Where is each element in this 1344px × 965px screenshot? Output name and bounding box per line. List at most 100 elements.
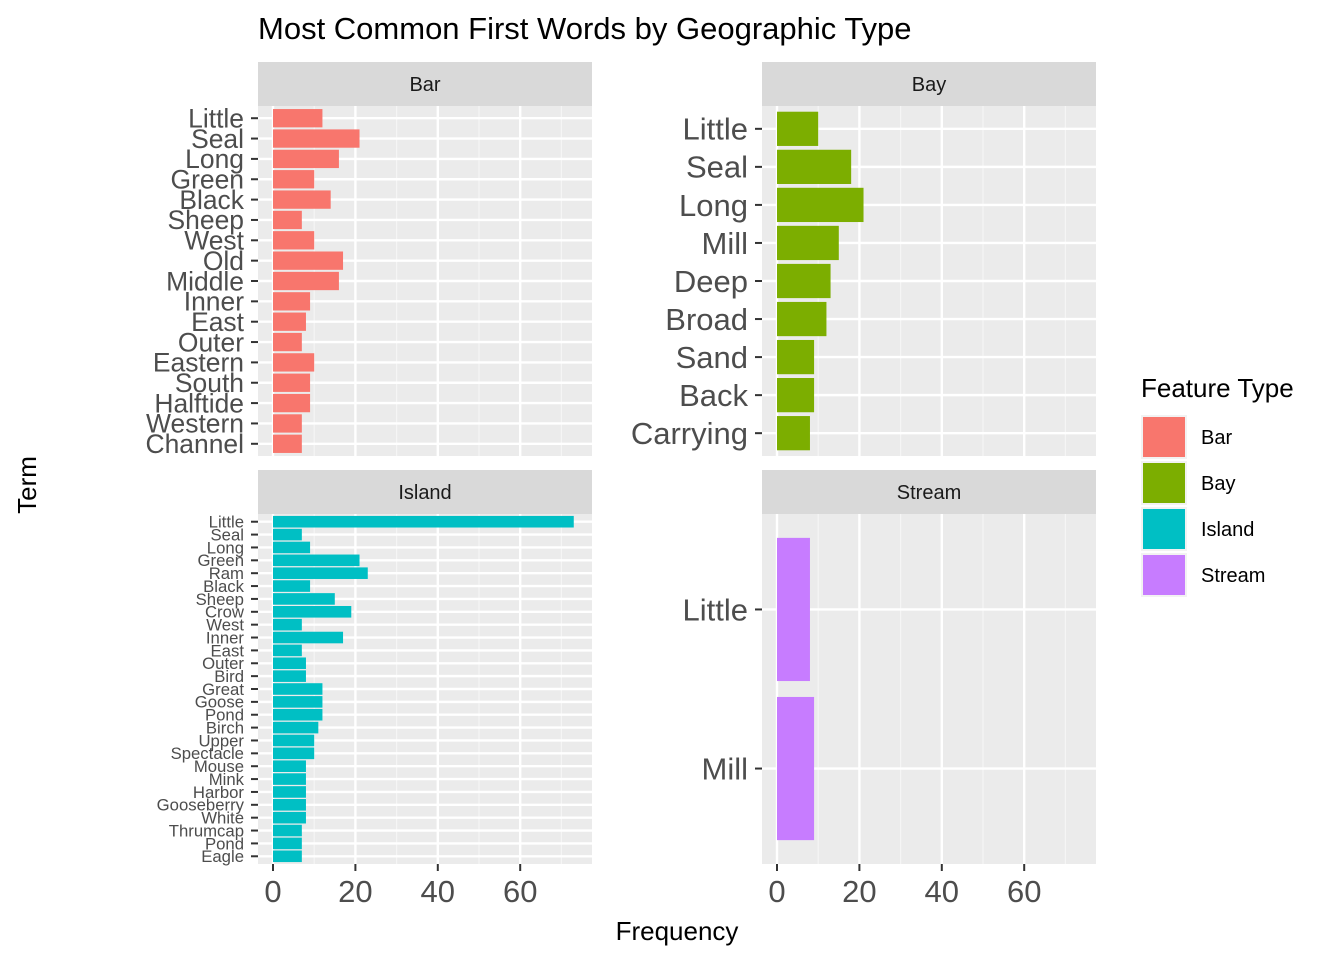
x-tick-label: 20 xyxy=(338,874,372,909)
bar-island-mink xyxy=(273,773,306,785)
y-tick-label: Little xyxy=(683,592,748,627)
legend-swatch xyxy=(1143,417,1185,457)
facet-strip xyxy=(258,470,592,514)
bar-bar-channel xyxy=(273,434,302,453)
bar-island-west xyxy=(273,618,302,631)
bar-stream-little xyxy=(777,537,810,682)
bar-bar-sheep xyxy=(273,210,302,230)
legend-swatch xyxy=(1143,555,1185,595)
y-tick-label: Mill xyxy=(702,226,749,261)
legend-label: Stream xyxy=(1201,565,1265,587)
y-tick-label: Outer xyxy=(202,654,244,673)
legend-item-bay: Bay xyxy=(1141,461,1235,505)
bar-stream-mill xyxy=(777,696,815,841)
bar-bar-seal xyxy=(273,129,360,148)
x-axis-label: Frequency xyxy=(616,916,739,946)
y-tick-label: Black xyxy=(203,577,245,596)
bar-bay-mill xyxy=(777,225,839,261)
bar-bar-western xyxy=(273,414,302,433)
bar-bar-outer xyxy=(273,332,302,352)
y-tick-label: Halftide xyxy=(154,388,244,418)
y-tick-label: Seal xyxy=(211,525,244,544)
y-tick-label: Sheep xyxy=(196,590,244,609)
x-tick-label: 60 xyxy=(503,874,537,909)
y-tick-label: Long xyxy=(207,538,244,557)
y-tick-label: Long xyxy=(185,144,244,174)
x-tick-label: 0 xyxy=(264,874,281,909)
facet-strip xyxy=(258,62,592,106)
y-tick-label: Harbor xyxy=(193,783,245,802)
y-tick-label: Seal xyxy=(686,150,748,185)
y-tick-label: Inner xyxy=(206,628,245,647)
y-axis-label: Term xyxy=(12,456,42,514)
y-tick-label: Great xyxy=(202,680,244,699)
y-tick-label: Western xyxy=(146,409,244,439)
y-tick-label: Deep xyxy=(674,264,748,299)
panel-bay: Bay LittleSealLongMillDeepBroadSandBackCa… xyxy=(631,62,1096,456)
bar-island-birch xyxy=(273,721,319,734)
legend: Feature Type Bar Bay Island Stream xyxy=(1141,373,1294,597)
bar-island-eagle xyxy=(273,850,302,863)
legend-item-stream: Stream xyxy=(1141,553,1265,597)
y-tick-label: Eastern xyxy=(153,348,244,378)
bar-bay-seal xyxy=(777,149,852,184)
legend-label: Island xyxy=(1201,519,1254,541)
y-tick-label: Upper xyxy=(198,731,244,750)
facet-strip xyxy=(762,62,1096,106)
y-tick-label: East xyxy=(191,307,245,337)
facet-strip-label: Stream xyxy=(897,482,961,504)
x-tick-label: 0 xyxy=(768,874,785,909)
y-tick-label: Black xyxy=(179,185,244,215)
bar-bar-long xyxy=(273,149,339,169)
bar-island-thrumcap xyxy=(273,824,302,837)
facet-strip-label: Bay xyxy=(912,74,946,96)
legend-title: Feature Type xyxy=(1141,373,1294,403)
bar-bar-black xyxy=(273,190,331,209)
y-tick-label: West xyxy=(184,226,244,256)
y-tick-label: Sand xyxy=(676,340,748,375)
bar-bay-little xyxy=(777,111,819,146)
y-tick-label: Crow xyxy=(205,603,245,622)
bar-island-gooseberry xyxy=(273,799,306,811)
y-tick-label: Channel xyxy=(146,429,244,459)
legend-items: Bar Bay Island Stream xyxy=(1141,415,1265,597)
x-tick-label: 40 xyxy=(925,874,959,909)
bar-bar-east xyxy=(273,312,306,331)
y-tick-label: Little xyxy=(209,513,244,532)
bar-island-pond xyxy=(273,837,302,850)
bar-bar-halftide xyxy=(273,393,311,413)
bar-bar-west xyxy=(273,231,315,250)
bar-island-harbor xyxy=(273,786,306,798)
bar-island-ram xyxy=(273,567,368,579)
y-tick-label: Carrying xyxy=(631,416,748,451)
y-tick-label: Sheep xyxy=(168,205,244,235)
y-tick-label: Ram xyxy=(209,564,244,583)
bar-bay-back xyxy=(777,378,815,413)
x-tick-label: 20 xyxy=(842,874,876,909)
bar-bay-sand xyxy=(777,339,815,375)
bar-island-goose xyxy=(273,696,323,708)
legend-item-bar: Bar xyxy=(1141,415,1232,459)
y-tick-label: Green xyxy=(198,551,244,570)
facet-strip-label: Bar xyxy=(409,74,440,96)
legend-swatch xyxy=(1143,509,1185,549)
bar-island-bird xyxy=(273,670,306,682)
y-tick-label: White xyxy=(201,809,244,828)
bar-island-seal xyxy=(273,528,302,541)
y-tick-label: Birch xyxy=(206,718,244,737)
bar-island-black xyxy=(273,580,311,592)
y-tick-label: Little xyxy=(188,103,244,133)
bar-island-little xyxy=(273,515,574,528)
bar-bay-deep xyxy=(777,263,831,299)
bar-bar-inner xyxy=(273,292,311,311)
y-tick-label: Broad xyxy=(665,302,748,337)
bar-bar-south xyxy=(273,373,311,392)
bar-bay-broad xyxy=(777,301,827,337)
y-tick-label: Mouse xyxy=(194,757,244,776)
bar-island-outer xyxy=(273,657,306,670)
legend-swatch xyxy=(1143,463,1185,503)
bar-island-east xyxy=(273,644,302,657)
bar-bay-carrying xyxy=(777,416,810,451)
